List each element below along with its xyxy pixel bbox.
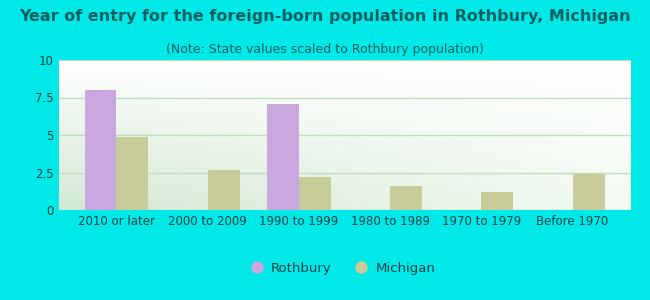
Bar [573,174,604,210]
Bar [482,192,514,210]
Bar [267,103,299,210]
Bar [116,136,148,210]
Text: (Note: State values scaled to Rothbury population): (Note: State values scaled to Rothbury p… [166,44,484,56]
Bar [390,186,422,210]
Bar [299,177,331,210]
Bar [84,90,116,210]
Legend: Rothbury, Michigan: Rothbury, Michigan [254,262,435,275]
Bar [207,169,240,210]
Text: Year of entry for the foreign-born population in Rothbury, Michigan: Year of entry for the foreign-born popul… [20,9,630,24]
